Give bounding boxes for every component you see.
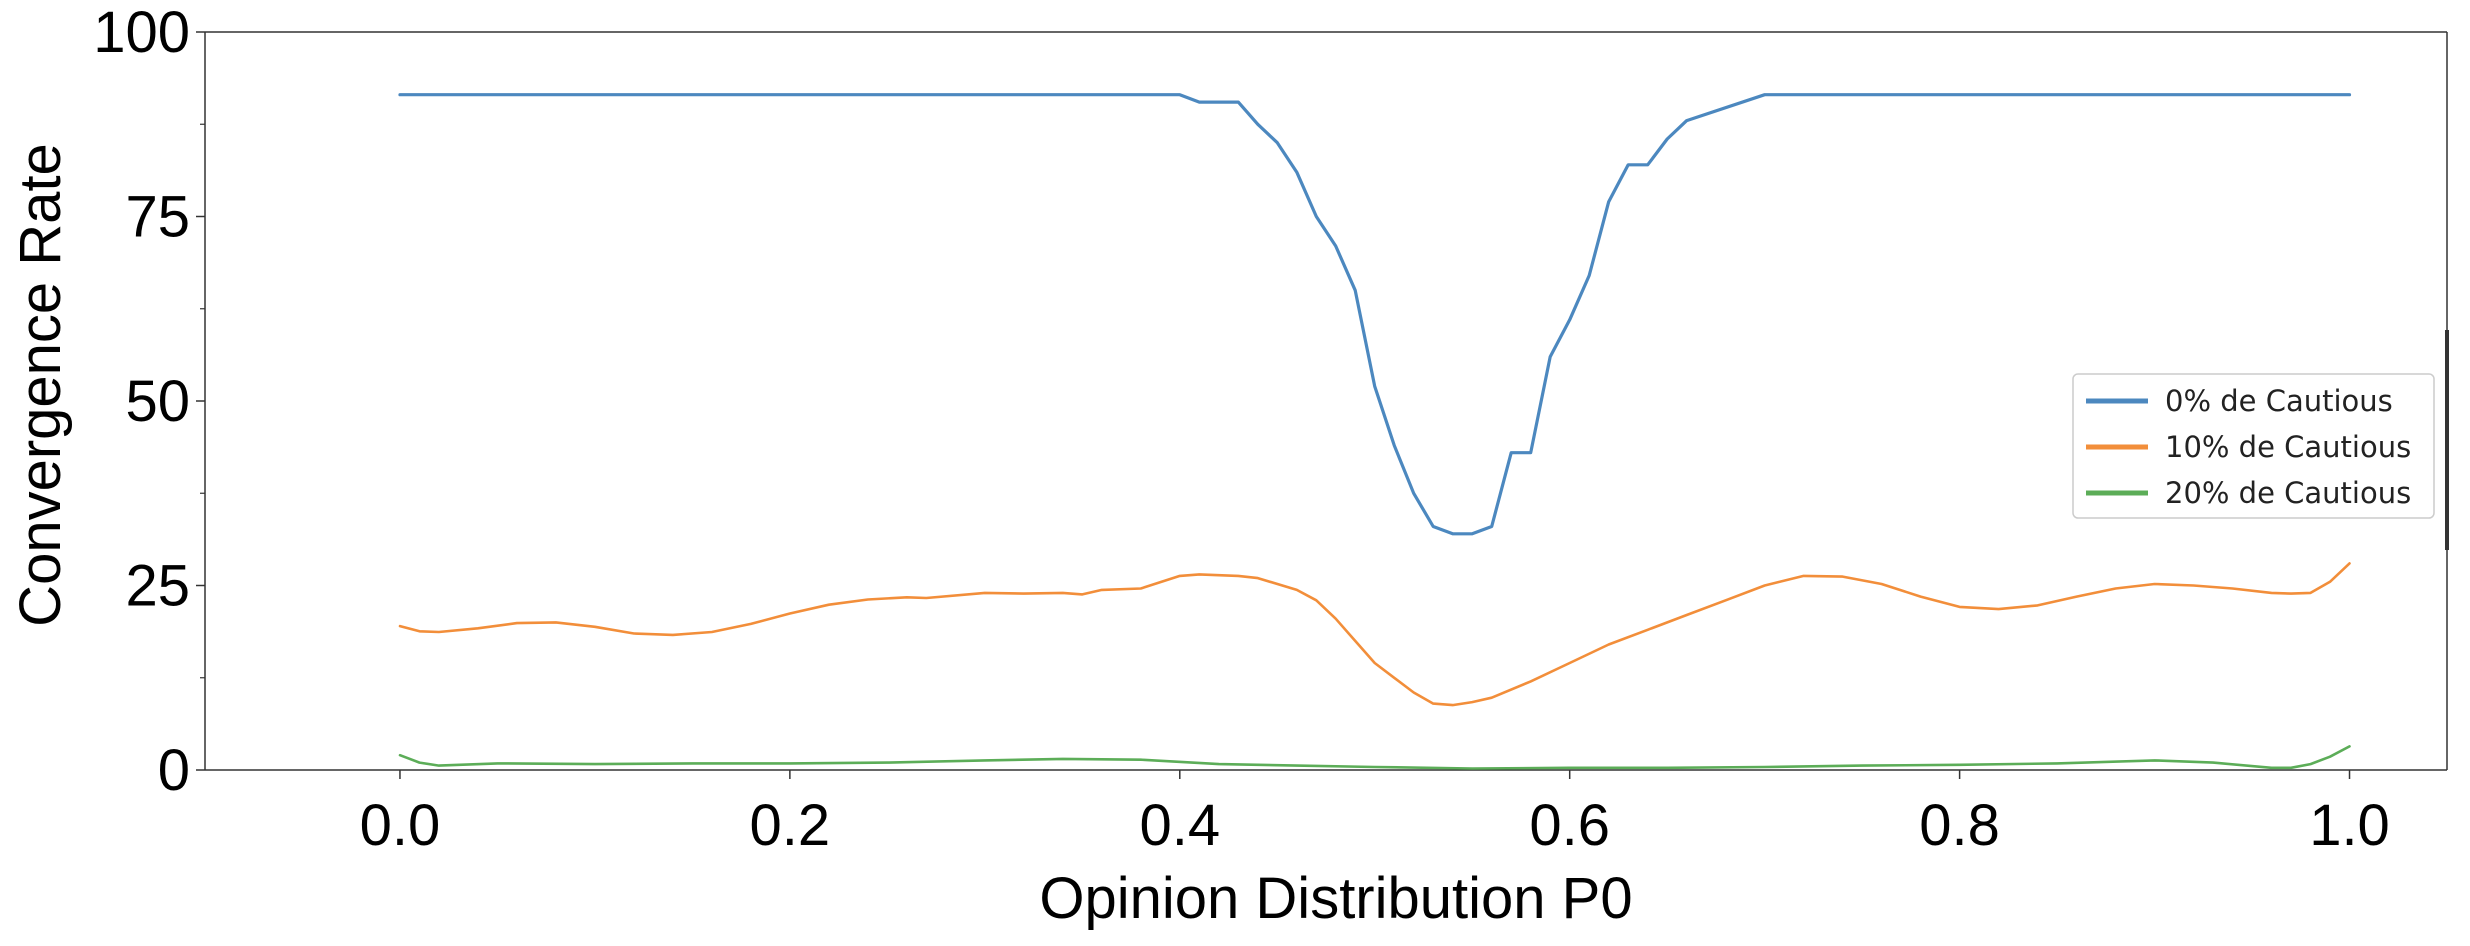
series-line-1 — [398, 562, 2351, 707]
y-tick-label: 100 — [93, 0, 190, 65]
legend-label-2: 20% de Cautious — [2165, 476, 2411, 510]
y-axis-title: Convergence Rate — [8, 143, 73, 627]
y-axis-ticks: 0 25 50 75 100 — [93, 0, 205, 803]
y-tick-label: 75 — [125, 185, 190, 250]
y-tick-label: 50 — [125, 369, 190, 434]
legend-box — [2072, 373, 2435, 519]
series-layer — [398, 93, 2352, 770]
x-tick-label: 0.0 — [360, 793, 441, 858]
x-tick-label: 0.6 — [1529, 793, 1610, 858]
x-axis-ticks: 0.0 0.2 0.4 0.6 0.8 1.0 — [360, 770, 2390, 858]
legend-label-0: 0% de Cautious — [2165, 384, 2393, 418]
y-tick-label: 25 — [125, 554, 190, 619]
x-axis-title: Opinion Distribution P0 — [1039, 866, 1632, 931]
y-tick-label: 0 — [158, 738, 190, 803]
x-tick-label: 0.8 — [1919, 793, 2000, 858]
x-tick-label: 0.4 — [1139, 793, 1220, 858]
legend-label-1: 10% de Cautious — [2165, 430, 2411, 464]
series-line-0 — [398, 93, 2352, 536]
x-tick-label: 0.2 — [750, 793, 831, 858]
series-line-2 — [398, 745, 2351, 770]
x-tick-label: 1.0 — [2309, 793, 2390, 858]
legend: 0% de Cautious 10% de Cautious 20% de Caut… — [2072, 373, 2435, 519]
